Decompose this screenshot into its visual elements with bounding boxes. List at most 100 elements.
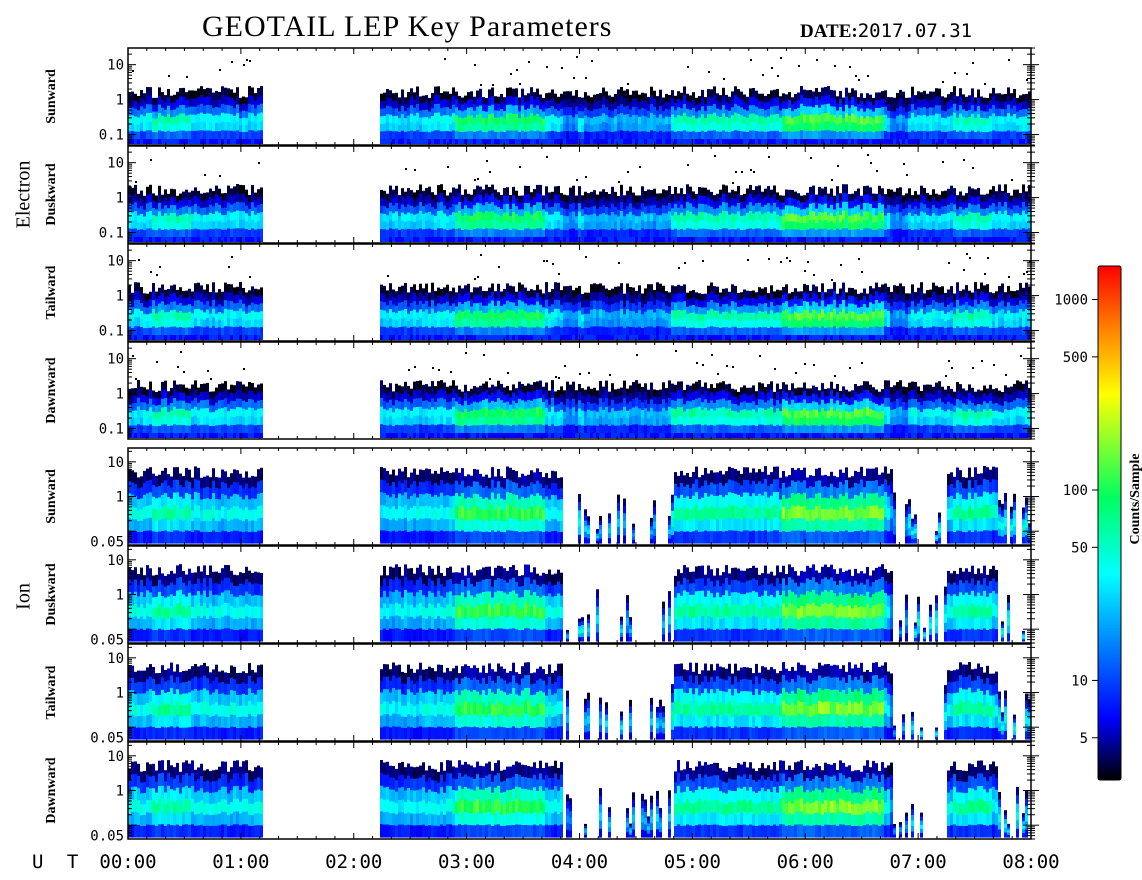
- spectrogram-cell: [677, 200, 680, 209]
- spectrogram-cell: [767, 203, 770, 213]
- spectrogram-cell: [704, 212, 707, 222]
- spectrogram-cell: [257, 189, 260, 198]
- spectrogram-cell: [230, 89, 233, 99]
- spectrogram-cell: [182, 237, 185, 242]
- spectrogram-cell: [173, 284, 176, 294]
- spectrogram-cell: [587, 102, 590, 111]
- spectrogram-cell: [821, 139, 824, 144]
- spectrogram-cell: [473, 213, 476, 222]
- spectrogram-cell: [662, 205, 665, 214]
- spectrogram-cell: [881, 212, 884, 222]
- spectrogram-cell: [905, 111, 908, 120]
- spectrogram-cell: [920, 211, 923, 221]
- spectrogram-cell: [968, 131, 971, 140]
- spectrogram-cell: [542, 230, 545, 238]
- spectrogram-cell: [437, 86, 440, 96]
- spectrogram-cell: [791, 125, 794, 133]
- spectrogram-cell: [809, 122, 812, 132]
- spectrogram-cell: [506, 203, 509, 213]
- spectrogram-cell: [257, 319, 260, 328]
- spectrogram-cell: [614, 101, 617, 110]
- spectrogram-cell: [599, 131, 602, 140]
- spectrogram-cell: [668, 211, 671, 221]
- spectrogram-cell: [464, 221, 467, 230]
- spectrogram-cell: [764, 220, 767, 230]
- spectrogram-cell: [194, 122, 197, 132]
- spectrogram-cell: [974, 111, 977, 119]
- spectrogram-cell: [515, 237, 518, 242]
- spectrogram-cell: [719, 139, 722, 144]
- spectrogram-cell: [461, 319, 464, 328]
- spectrogram-cell: [482, 125, 485, 133]
- spectrogram-cell: [500, 335, 503, 340]
- spectrogram-cell: [647, 221, 650, 230]
- spectrogram-cell: [569, 204, 572, 213]
- spectrogram-cell: [212, 100, 215, 109]
- spectrogram-cell: [743, 229, 746, 238]
- spectrogram-cell: [959, 206, 962, 215]
- spectrogram-cell: [569, 310, 572, 320]
- spectrogram-cell: [452, 87, 455, 97]
- spectrogram-cell: [576, 179, 578, 181]
- spectrogram-cell: [635, 223, 638, 231]
- spectrogram-cell: [785, 94, 788, 103]
- spectrogram-cell: [776, 97, 779, 107]
- spectrogram-cell: [710, 139, 713, 144]
- spectrogram-cell: [497, 300, 500, 310]
- spectrogram-cell: [773, 130, 776, 140]
- spectrogram-cell: [638, 102, 641, 110]
- spectrogram-cell: [671, 114, 674, 124]
- spectrogram-cell: [416, 304, 419, 313]
- spectrogram-cell: [704, 220, 707, 230]
- spectrogram-cell: [461, 208, 464, 217]
- spectrogram-cell: [653, 196, 656, 206]
- spectrogram-cell: [422, 190, 425, 200]
- spectrogram-cell: [758, 237, 761, 242]
- spectrogram-cell: [392, 312, 395, 321]
- spectrogram-cell: [893, 214, 896, 223]
- spectrogram-cell: [392, 297, 395, 306]
- spectrogram-cell: [536, 113, 539, 123]
- spectrogram-cell: [254, 288, 257, 298]
- spectrogram-cell: [788, 131, 791, 140]
- spectrogram-cell: [728, 96, 731, 105]
- spectrogram-cell: [698, 96, 701, 104]
- spectrogram-cell: [506, 220, 509, 230]
- spectrogram-cell: [758, 93, 761, 102]
- spectrogram-cell: [185, 123, 188, 132]
- spectrogram-cell: [593, 283, 596, 293]
- spectrogram-cell: [623, 130, 626, 140]
- spectrogram-cell: [1004, 184, 1007, 194]
- spectrogram-cell: [575, 295, 578, 305]
- spectrogram-cell: [461, 125, 464, 133]
- spectrogram-cell: [575, 130, 578, 140]
- spectrogram-cell: [215, 299, 218, 308]
- spectrogram-cell: [182, 229, 185, 238]
- spectrogram-cell: [497, 229, 500, 238]
- spectrogram-cell: [623, 237, 626, 242]
- spectrogram-cell: [557, 335, 560, 340]
- spectrogram-cell: [152, 139, 155, 144]
- spectrogram-cell: [857, 111, 860, 119]
- spectrogram-cell: [167, 114, 170, 123]
- spectrogram-cell: [137, 282, 140, 292]
- spectrogram-cell: [248, 121, 251, 131]
- spectrogram-cell: [461, 296, 464, 305]
- spectrogram-cell: [932, 139, 935, 144]
- spectrogram-cell: [737, 105, 740, 115]
- spectrogram-cell: [767, 109, 770, 118]
- spectrogram-cell: [215, 90, 218, 100]
- spectrogram-cell: [926, 101, 929, 110]
- spectrogram-cell: [158, 311, 161, 320]
- spectrogram-cell: [575, 319, 578, 328]
- spectrogram-cell: [380, 205, 383, 215]
- spectrogram-cell: [584, 206, 587, 215]
- spectrogram-cell: [1004, 101, 1007, 110]
- spectrogram-cell: [689, 109, 692, 118]
- spectrogram-cell: [212, 282, 215, 292]
- spectrogram-cell: [500, 109, 503, 118]
- spectrogram-cell: [920, 131, 923, 140]
- spectrogram-cell: [785, 139, 788, 144]
- spectrogram-cell: [578, 194, 581, 204]
- spectrogram-cell: [404, 199, 407, 208]
